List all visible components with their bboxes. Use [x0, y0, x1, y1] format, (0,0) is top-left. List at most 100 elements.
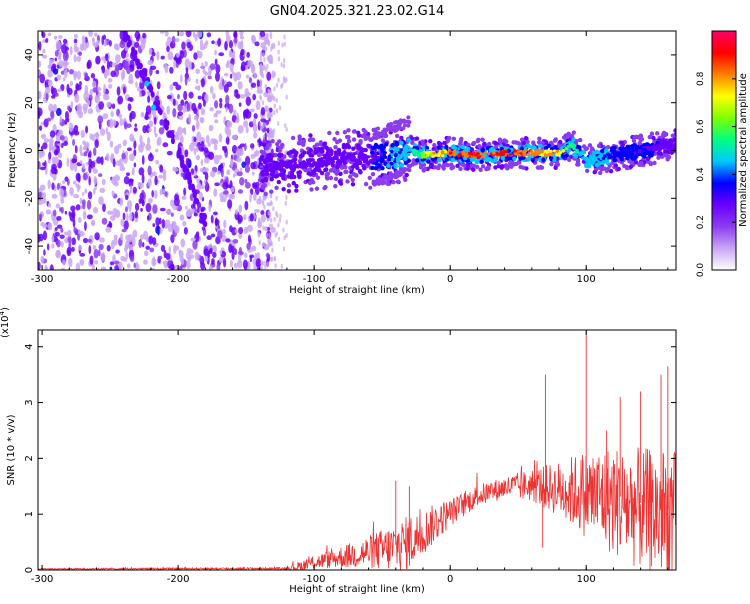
spectrogram-cell — [549, 149, 553, 153]
spectrogram-cell — [626, 146, 631, 151]
spectrogram-cell — [483, 151, 488, 155]
spectrogram-cell — [190, 237, 196, 242]
spectrogram-cell — [391, 180, 396, 185]
spectrogram-cell — [458, 166, 463, 172]
spectrogram-cell — [159, 207, 166, 212]
spectrogram-cell — [496, 160, 502, 165]
spectrogram-cell — [162, 260, 169, 266]
spectrogram-cell — [227, 199, 233, 209]
spectrogram-cell — [270, 223, 274, 229]
spectrogram-cell — [38, 125, 43, 131]
spectrogram-cell — [496, 163, 501, 169]
spectrogram-cell — [84, 188, 88, 194]
spectrogram-cell — [207, 71, 212, 77]
spectrogram-cell — [297, 137, 302, 142]
spectrogram-cell — [210, 170, 216, 178]
spectrogram-cell — [164, 63, 169, 74]
spectrogram-cell — [223, 72, 229, 77]
spectrogram-cell — [175, 84, 182, 91]
spectrogram-cell — [166, 94, 172, 100]
spectrogram-cell — [154, 189, 158, 199]
spectrogram-cell — [56, 239, 61, 248]
spectrogram-cell — [123, 220, 129, 230]
spectrogram-cell — [303, 168, 308, 173]
spectrogram-cell — [281, 164, 286, 168]
spectrogram-cell — [228, 103, 234, 114]
spectrogram-cell — [500, 164, 505, 169]
spectrogram-cell — [278, 105, 282, 111]
spectrogram-cell — [309, 187, 314, 192]
spectrogram-cell — [144, 80, 150, 87]
spectrogram-cell — [61, 43, 67, 54]
spectrogram-cell — [373, 152, 378, 156]
spectrogram-cell — [129, 255, 135, 262]
spectrogram-cell — [393, 164, 398, 169]
spectrogram-cell — [82, 172, 88, 181]
spectrogram-cell — [406, 123, 411, 128]
spectrogram-cell — [406, 137, 411, 143]
spectrogram-cell — [670, 133, 676, 138]
snr-ylabel: SNR (10 * v/v) — [6, 414, 17, 485]
spectrogram-cell — [86, 214, 93, 220]
spectrogram-cell — [140, 41, 146, 50]
spectrogram-cell — [231, 226, 237, 236]
spectrogram-cell — [123, 86, 126, 95]
spectrogram-cell — [362, 160, 367, 164]
spectrogram-cell — [147, 165, 152, 176]
spectrogram-cell — [259, 67, 263, 76]
spectrogram-cell — [238, 226, 244, 235]
spectrogram-cell — [38, 261, 41, 270]
spectrogram-cell — [226, 120, 233, 128]
spectrogram-cell — [219, 249, 223, 255]
spectrogram-cell — [90, 73, 96, 79]
spectrogram-cell — [210, 233, 216, 238]
spectrogram-cell — [283, 235, 286, 241]
spectrogram-cell — [536, 152, 541, 156]
spectrogram-cell — [69, 69, 75, 75]
spectrogram-cell — [144, 250, 149, 257]
spectrogram-cell — [655, 131, 660, 136]
spectrogram-cell — [665, 157, 670, 162]
spectrogram-cell — [151, 171, 157, 177]
spectrogram-cell — [249, 192, 252, 203]
spectrogram-cell — [663, 149, 668, 154]
spectrogram-cell — [97, 91, 101, 97]
spectrogram-cell — [242, 120, 249, 128]
spectrogram-cell — [389, 125, 394, 130]
spectrogram-cell — [71, 237, 77, 246]
spectrogram-cell — [249, 108, 255, 113]
spectrogram-cell — [346, 144, 352, 150]
spectrogram-cell — [370, 165, 375, 171]
spectrogram-cell — [261, 198, 265, 204]
spectrogram-cell — [672, 137, 676, 142]
spectrogram-cell — [191, 102, 197, 112]
spectrogram-cell — [106, 244, 111, 252]
snr-multiplier-close: ) — [0, 307, 11, 311]
spectrogram-cell — [272, 128, 276, 134]
spectrogram-cell — [290, 159, 294, 163]
spectrogram-cell — [198, 192, 203, 200]
spectrogram-cell — [176, 126, 183, 136]
spectrogram-cell — [119, 158, 125, 163]
spectrogram-cell — [277, 49, 280, 55]
spectrogram-cell — [226, 169, 231, 176]
spectrogram-cell — [177, 147, 182, 154]
spectrogram-cell — [129, 110, 136, 120]
spectrogram-cell — [646, 146, 651, 150]
spectrogram-cell — [204, 61, 208, 67]
spectrogram-cell — [212, 211, 218, 216]
spectrogram-cell — [56, 215, 62, 221]
spectrogram-cell — [127, 103, 132, 111]
spectrogram-cell — [632, 143, 637, 148]
spectrogram-cell — [103, 57, 106, 64]
spectrogram-cell — [238, 233, 243, 239]
spectrogram-cell — [624, 165, 630, 171]
spectrogram-cell — [339, 156, 344, 160]
spectrogram-cell — [385, 181, 391, 187]
spectrogram-cell — [67, 229, 72, 238]
spectrogram-cell — [171, 35, 176, 44]
spectrogram-cell — [631, 138, 637, 143]
spectrogram-cell — [507, 163, 513, 169]
spectrogram-cell — [501, 152, 505, 157]
spectrogram-cell — [256, 79, 260, 88]
